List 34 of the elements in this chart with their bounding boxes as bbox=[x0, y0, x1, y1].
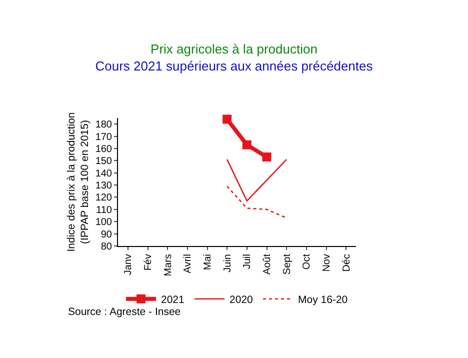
x-tick-label: Mars bbox=[162, 254, 174, 276]
chart-title: Prix agricoles à la production bbox=[150, 42, 318, 57]
x-tick-label: Juil bbox=[242, 254, 254, 270]
x-tick-label: Août bbox=[262, 254, 273, 275]
line-series bbox=[226, 186, 288, 219]
y-tick-label: 100 bbox=[95, 217, 112, 228]
y-tick-label: 130 bbox=[95, 180, 112, 192]
legend-label: 2021 bbox=[161, 294, 185, 306]
y-tick-label: 150 bbox=[95, 156, 112, 168]
x-tick-label: Sept bbox=[282, 254, 293, 275]
y-tick-label: 90 bbox=[100, 229, 112, 240]
x-tick-label: Oct bbox=[302, 254, 313, 270]
x-tick-label: Janv bbox=[123, 254, 134, 276]
x-tick-label: Mai bbox=[202, 254, 214, 270]
x-tick-label: Nov bbox=[322, 254, 332, 272]
point bbox=[262, 152, 272, 162]
legend-label: 2020 bbox=[230, 294, 254, 306]
y-tick-label: 180 bbox=[95, 120, 112, 131]
source-note: Source : Agreste - Insee bbox=[68, 306, 181, 318]
x-tick-label: Déc bbox=[341, 254, 352, 272]
y-tick-label: 160 bbox=[95, 144, 112, 155]
y-tick-label: 140 bbox=[95, 168, 112, 180]
y-axis-title: Indice des prix à la production (IPPAP base 100 en 2015) bbox=[65, 112, 92, 252]
y-tick-label: 170 bbox=[95, 132, 112, 143]
chart-subtitle: Cours 2021 supérieurs aux années précédentes bbox=[95, 58, 374, 74]
x-tick-label: Juin bbox=[222, 254, 234, 272]
x-tick-label: Avril bbox=[182, 254, 194, 274]
point bbox=[242, 140, 252, 150]
x-tick-label: Fév bbox=[143, 254, 154, 271]
point bbox=[222, 114, 232, 124]
y-tick-label: 120 bbox=[95, 192, 112, 204]
y-tick-label: 110 bbox=[96, 204, 112, 216]
y-tick-label: 80 bbox=[100, 242, 112, 252]
legend-label: Moy 16-20 bbox=[298, 294, 348, 306]
